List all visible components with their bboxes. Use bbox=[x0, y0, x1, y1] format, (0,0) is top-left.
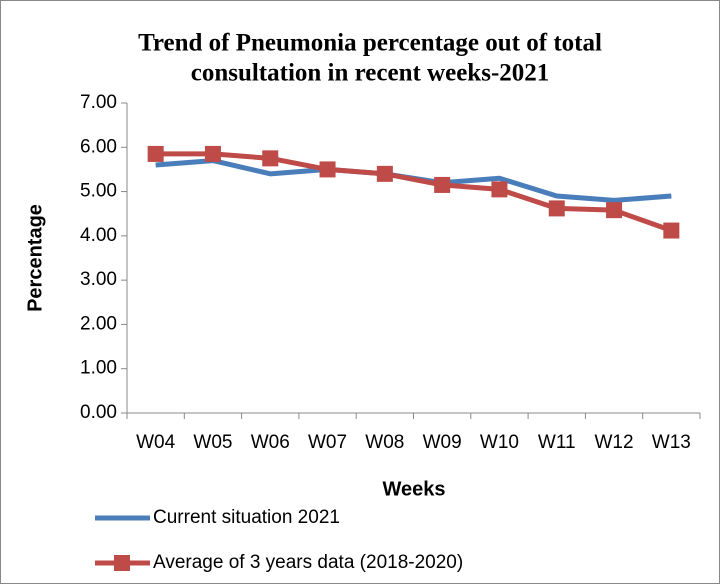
x-tick-label: W05 bbox=[193, 432, 232, 453]
marker bbox=[491, 181, 508, 198]
x-tick-label: W10 bbox=[480, 432, 519, 453]
marker bbox=[663, 222, 680, 239]
series-line bbox=[155, 151, 673, 233]
x-axis-label: Weeks bbox=[382, 478, 445, 500]
marker bbox=[606, 202, 623, 219]
chart-title: Trend of Pneumonia percentage out of tot… bbox=[138, 30, 602, 57]
marker bbox=[376, 165, 393, 182]
y-tick-label: 1.00 bbox=[80, 358, 117, 379]
y-tick-label: 6.00 bbox=[80, 136, 117, 157]
x-tick-label: W04 bbox=[136, 432, 176, 453]
x-tick-label: W06 bbox=[251, 432, 290, 453]
marker bbox=[319, 161, 336, 178]
x-tick-label: W07 bbox=[308, 432, 347, 453]
y-tick-label: 5.00 bbox=[80, 181, 117, 202]
x-tick-label: W12 bbox=[595, 432, 634, 453]
y-axis-label: Percentage bbox=[24, 204, 46, 312]
marker bbox=[548, 200, 565, 217]
legend-label: Current situation 2021 bbox=[153, 507, 340, 528]
x-tick-label: W08 bbox=[365, 432, 404, 453]
chart-title: consultation in recent weeks-2021 bbox=[191, 60, 550, 87]
x-tick-label: W13 bbox=[652, 432, 691, 453]
marker bbox=[262, 150, 279, 167]
marker bbox=[147, 145, 164, 162]
y-tick-label: 4.00 bbox=[80, 225, 117, 246]
x-tick-label: W11 bbox=[538, 432, 576, 453]
marker bbox=[434, 176, 451, 193]
legend-marker bbox=[114, 555, 130, 571]
x-tick-label: W09 bbox=[423, 432, 462, 453]
legend-label: Average of 3 years data (2018-2020) bbox=[153, 552, 463, 573]
y-tick-label: 3.00 bbox=[80, 269, 117, 290]
y-tick-label: 7.00 bbox=[80, 92, 117, 113]
marker bbox=[204, 145, 221, 162]
y-tick-label: 0.00 bbox=[80, 402, 117, 423]
y-tick-label: 2.00 bbox=[80, 313, 117, 334]
